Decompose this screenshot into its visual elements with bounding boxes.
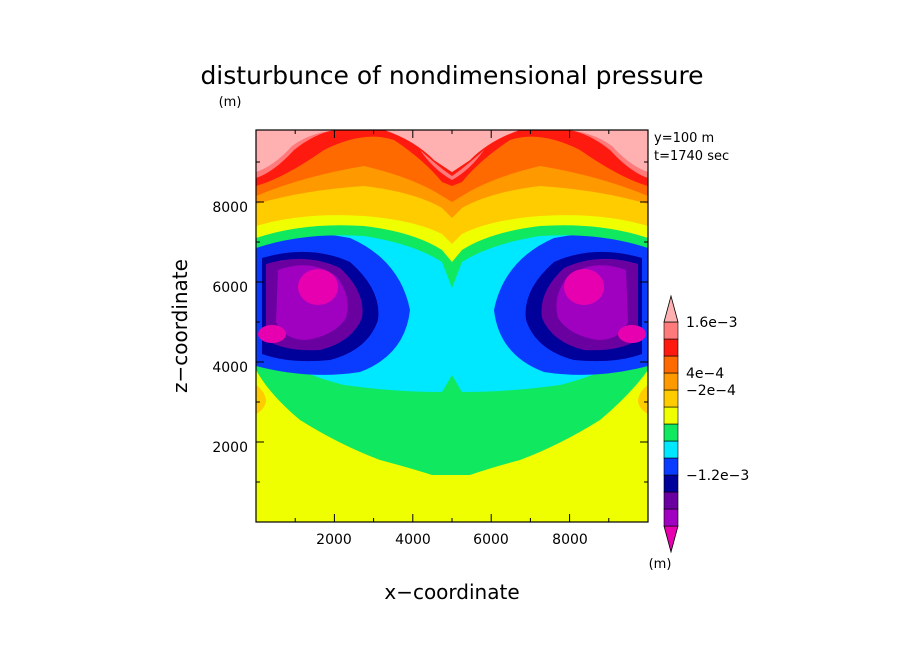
y-axis-label: z−coordinate [168,259,192,393]
chart-title: disturbunce of nondimensional pressure [200,61,703,90]
x-tick-label: 8000 [552,532,588,548]
colorbar-segment [663,321,679,340]
colorbar-segment [663,474,679,493]
contour-cyan-neck [410,272,494,300]
colorbar-segment [663,372,679,391]
contour-magenta-left-small [258,325,286,343]
colorbar-segment [663,338,679,357]
colorbar-unit: (m) [649,557,672,572]
x-axis-label: x−coordinate [384,580,519,604]
colorbar-segment [663,508,679,527]
colorbar-arrow-top [663,294,679,323]
colorbar-label: 4e−4 [686,366,724,382]
annotation-y: y=100 m [654,131,714,146]
contour-plot [256,130,648,522]
colorbar: −1.2e−3 −2e−44e−4 1.6e−3 [663,294,749,554]
contour-edge-orange-left [256,385,266,414]
y-tick-label: 4000 [212,360,248,376]
colorbar-label: −2e−4 [686,383,736,399]
contour-salmon-dip [400,130,504,172]
colorbar-label: 1.6e−3 [686,315,738,331]
x-tick-label: 2000 [316,532,352,548]
colorbar-segment [663,406,679,425]
colorbar-segment [663,491,679,510]
y-tick-label: 2000 [212,440,248,456]
contour-magenta-right [564,269,604,305]
colorbar-segment [663,440,679,459]
contour-salmon-dip-edge [420,150,484,180]
colorbar-segment [663,355,679,374]
contour-magenta-right-small [618,325,646,343]
y-tick-label: 8000 [212,200,248,216]
annotation-t: t=1740 sec [654,149,729,164]
contour-magenta-left [298,269,338,305]
colorbar-segment [663,423,679,442]
y-tick-label: 6000 [212,280,248,296]
x-tick-label: 6000 [473,532,509,548]
axis-ticks [256,130,648,522]
colorbar-arrow-bottom [663,525,679,554]
colorbar-segment [663,389,679,408]
contour-edge-orange-right [638,385,648,414]
colorbar-label: −1.2e−3 [686,468,749,484]
colorbar-segment [663,457,679,476]
y-unit-label: (m) [219,95,242,110]
x-tick-label: 4000 [395,532,431,548]
